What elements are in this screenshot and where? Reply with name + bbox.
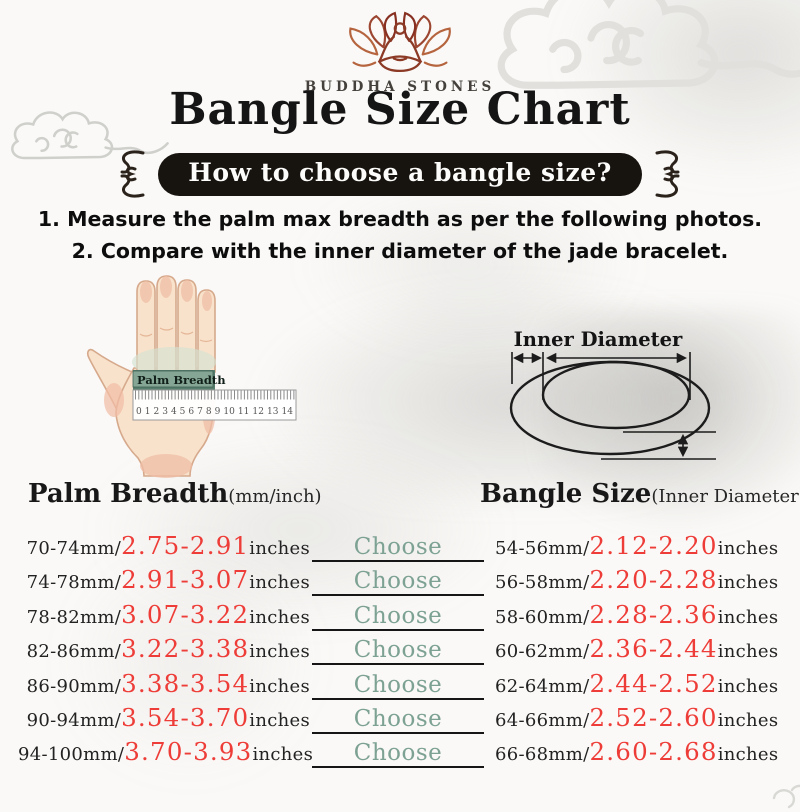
instructions: 1. Measure the palm max breadth as per t… — [0, 203, 800, 267]
choose-link[interactable]: Choose — [312, 603, 484, 631]
palm-size-value: 90-94mm/3.54-3.70inches — [26, 702, 310, 732]
choose-link[interactable]: Choose — [312, 637, 484, 666]
brand-name: BUDDHA STONES — [304, 79, 496, 95]
table-row: 90-94mm/3.54-3.70inches Choose 64-66mm/2… — [18, 699, 788, 734]
choose-link[interactable]: Choose — [312, 568, 484, 597]
table-row: 94-100mm/3.70-3.93inches Choose 66-68mm/… — [18, 733, 788, 769]
bangle-size-value: 62-64mm/2.44-2.52inches — [495, 668, 779, 698]
palm-breadth-header: Palm Breadth(mm/inch) — [28, 479, 322, 509]
choose-link[interactable]: Choose — [312, 706, 484, 734]
size-table: 70-74mm/2.75-2.91inches Choose 54-56mm/2… — [18, 527, 788, 769]
bangle-size-value: 64-66mm/2.52-2.60inches — [495, 702, 779, 732]
brand-logo: BUDDHA STONES — [0, 10, 800, 95]
bangle-size-value: 56-58mm/2.20-2.28inches — [495, 565, 779, 595]
choose-link[interactable]: Choose — [312, 672, 484, 700]
flourish-right-icon — [655, 150, 680, 198]
palm-size-value: 86-90mm/3.38-3.54inches — [26, 668, 310, 698]
table-row: 74-78mm/2.91-3.07inches Choose 56-58mm/2… — [18, 561, 788, 597]
table-row: 78-82mm/3.07-3.22inches Choose 58-60mm/2… — [18, 596, 788, 631]
lotus-meditation-icon — [349, 11, 451, 73]
palm-header-title: Palm Breadth — [28, 479, 229, 509]
instruction-step-1: 1. Measure the palm max breadth as per t… — [37, 207, 763, 231]
banner-question: How to choose a bangle size? — [158, 152, 642, 196]
banner: How to choose a bangle size? — [0, 148, 800, 200]
flourish-left-icon — [120, 150, 145, 198]
table-row: 86-90mm/3.38-3.54inches Choose 62-64mm/2… — [18, 665, 788, 700]
bangle-size-value: 60-62mm/2.36-2.44inches — [495, 634, 779, 664]
choose-link[interactable]: Choose — [312, 740, 484, 769]
palm-size-value: 70-74mm/2.75-2.91inches — [26, 531, 310, 560]
bangle-size-value: 66-68mm/2.60-2.68inches — [495, 737, 779, 767]
bangle-size-value: 58-60mm/2.28-2.36inches — [495, 599, 779, 629]
choose-link[interactable]: Choose — [312, 534, 484, 562]
palm-size-value: 78-82mm/3.07-3.22inches — [26, 599, 310, 629]
palm-header-subtitle: (mm/inch) — [228, 486, 322, 507]
instruction-step-2: 2. Compare with the inner diameter of th… — [71, 239, 729, 263]
page-title: Bangle Size Chart — [169, 84, 631, 135]
palm-size-value: 82-86mm/3.22-3.38inches — [26, 634, 310, 664]
bangle-header-title: Bangle Size — [480, 479, 652, 509]
cloud-icon — [772, 784, 800, 809]
table-row: 82-86mm/3.22-3.38inches Choose 60-62mm/2… — [18, 630, 788, 666]
palm-size-value: 74-78mm/2.91-3.07inches — [26, 565, 310, 595]
palm-size-value: 94-100mm/3.70-3.93inches — [18, 737, 314, 767]
hand-ruler-illustration: Palm Breadth 0 1 2 3 4 5 6 7 8 9 10 11 1… — [87, 275, 297, 478]
bangle-header-subtitle: (Inner Diameter) — [651, 486, 800, 507]
bangle-diagram: Inner Diameter — [509, 328, 716, 460]
ruler-numbers: 0 1 2 3 4 5 6 7 8 9 10 11 12 13 14 — [136, 407, 293, 417]
bangle-size-value: 54-56mm/2.12-2.20inches — [495, 531, 779, 560]
table-row: 70-74mm/2.75-2.91inches Choose 54-56mm/2… — [18, 527, 788, 562]
bangle-size-header: Bangle Size(Inner Diameter) — [480, 479, 800, 509]
palm-breadth-band-label: Palm Breadth — [137, 373, 226, 387]
inner-diameter-label: Inner Diameter — [514, 328, 683, 351]
